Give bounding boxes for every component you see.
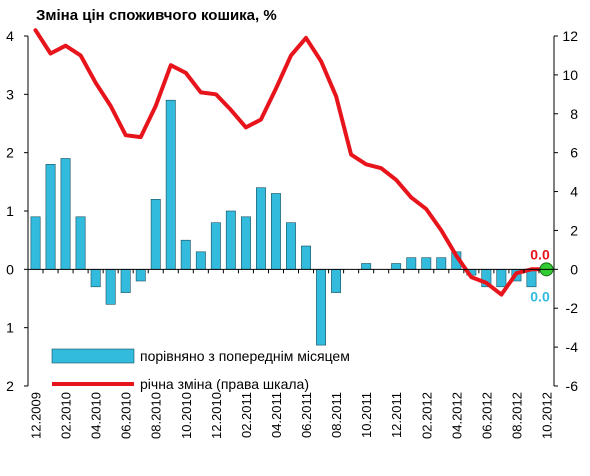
axes [24,35,558,387]
bar-05.2010 [105,268,116,305]
bar-12.2011 [391,263,402,270]
annotations: 0.0 0.0 [530,246,550,304]
right-tick-label: 4 [570,184,578,200]
right-tick-label: -4 [566,339,579,355]
left-tick-label: 4 [6,28,14,44]
right-tick-label: -6 [566,378,579,394]
x-axis-labels: 12.2009 02.2010 04.2010 06.2010 08.2010 10.20… [29,392,555,439]
bar-10.2010 [180,239,191,270]
bar-02.2012 [421,257,432,270]
bar-04.2011 [270,193,281,270]
bar-07.2012 [496,268,507,288]
bar-08.2010 [150,199,161,270]
legend-bar-label: порівняно з попереднім місяцем [140,348,350,364]
x-tick-label: 10.2012 [539,392,554,439]
left-tick-label: 0 [6,261,14,277]
bar-10.2011 [361,263,372,270]
bar-05.2011 [285,222,296,270]
right-tick-label: 2 [570,222,578,238]
left-tick-label: 3 [6,86,14,102]
right-tick-label: 12 [562,28,578,44]
right-tick-label: -2 [566,300,579,316]
legend-bar-swatch [51,348,135,364]
x-tick-label: 08.2010 [149,392,164,439]
bar-03.2010 [75,216,86,270]
x-tick-label: 12.2009 [29,392,44,439]
bar-02.2011 [241,216,251,270]
bar-07.2011 [316,268,326,346]
x-tick-label: 06.2010 [119,392,134,439]
bar-01.2011 [225,210,236,270]
left-tick-label: 2 [6,145,14,161]
legend-line-label: річна зміна (права шкала) [140,376,309,392]
right-axis-labels: 12 10 8 6 4 2 0 -2 -4 -6 [562,28,578,394]
annual-change-line [33,28,549,297]
x-tick-label: 08.2012 [509,392,524,439]
bar-01.2010 [45,164,56,270]
bar-series [30,99,537,346]
x-tick-label: 06.2011 [299,392,314,438]
right-tick-label: 10 [562,67,578,83]
left-tick-label: 1 [6,320,14,336]
left-tick-label: 1 [6,203,14,219]
left-axis-labels: 4 3 2 1 0 1 2 [6,28,14,394]
bar-03.2012 [436,257,447,270]
bar-06.2011 [301,245,311,270]
bar-12.2009 [30,216,41,270]
chart-title: Зміна цін споживчого кошика, % [36,7,277,24]
x-tick-label: 12.2011 [389,392,404,438]
right-tick-label: 8 [570,106,578,122]
bar-06.2010 [120,268,131,293]
bar-08.2011 [331,268,341,293]
x-tick-label: 04.2011 [269,392,284,438]
bar-03.2011 [255,187,266,270]
bar-11.2010 [195,251,206,270]
x-tick-label: 04.2010 [89,392,104,439]
bar-12.2010 [210,222,221,270]
right-tick-label: 0 [570,261,578,277]
x-tick-label: 12.2010 [209,392,224,439]
x-tick-label: 02.2012 [419,392,434,439]
x-tick-label: 02.2010 [59,392,74,439]
x-tick-label: 06.2012 [479,392,494,439]
annotation-annual: 0.0 [530,246,550,262]
right-tick-label: 6 [570,145,578,161]
x-tick-label: 08.2011 [329,392,344,438]
left-tick-label: 2 [6,378,14,394]
x-tick-label: 10.2011 [359,392,374,438]
bar-02.2010 [60,158,71,270]
x-tick-label: 04.2012 [449,392,464,439]
x-tick-label: 02.2011 [239,392,254,438]
bar-09.2010 [165,99,176,270]
bar-04.2010 [90,268,101,288]
bar-07.2010 [135,268,146,282]
x-tick-label: 10.2010 [179,392,194,439]
bar-01.2012 [406,257,417,270]
annotation-monthly: 0.0 [530,288,550,304]
legend: порівняно з попереднім місяцем річна змін… [51,348,350,392]
